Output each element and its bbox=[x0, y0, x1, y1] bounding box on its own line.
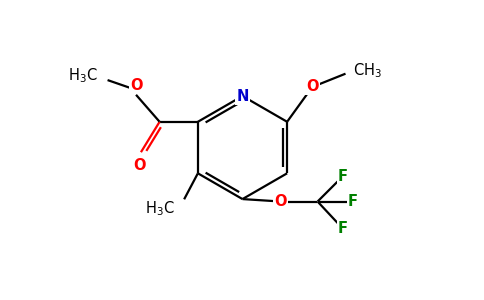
Text: O: O bbox=[274, 194, 287, 209]
Text: F: F bbox=[338, 169, 348, 184]
Text: F: F bbox=[338, 221, 348, 236]
Text: H$_3$C: H$_3$C bbox=[145, 200, 174, 218]
Text: O: O bbox=[134, 158, 146, 173]
Text: H$_3$C: H$_3$C bbox=[68, 66, 98, 85]
Text: O: O bbox=[130, 78, 142, 93]
Text: F: F bbox=[348, 194, 358, 209]
Text: CH$_3$: CH$_3$ bbox=[353, 61, 382, 80]
Text: N: N bbox=[236, 88, 249, 104]
Text: O: O bbox=[306, 79, 319, 94]
